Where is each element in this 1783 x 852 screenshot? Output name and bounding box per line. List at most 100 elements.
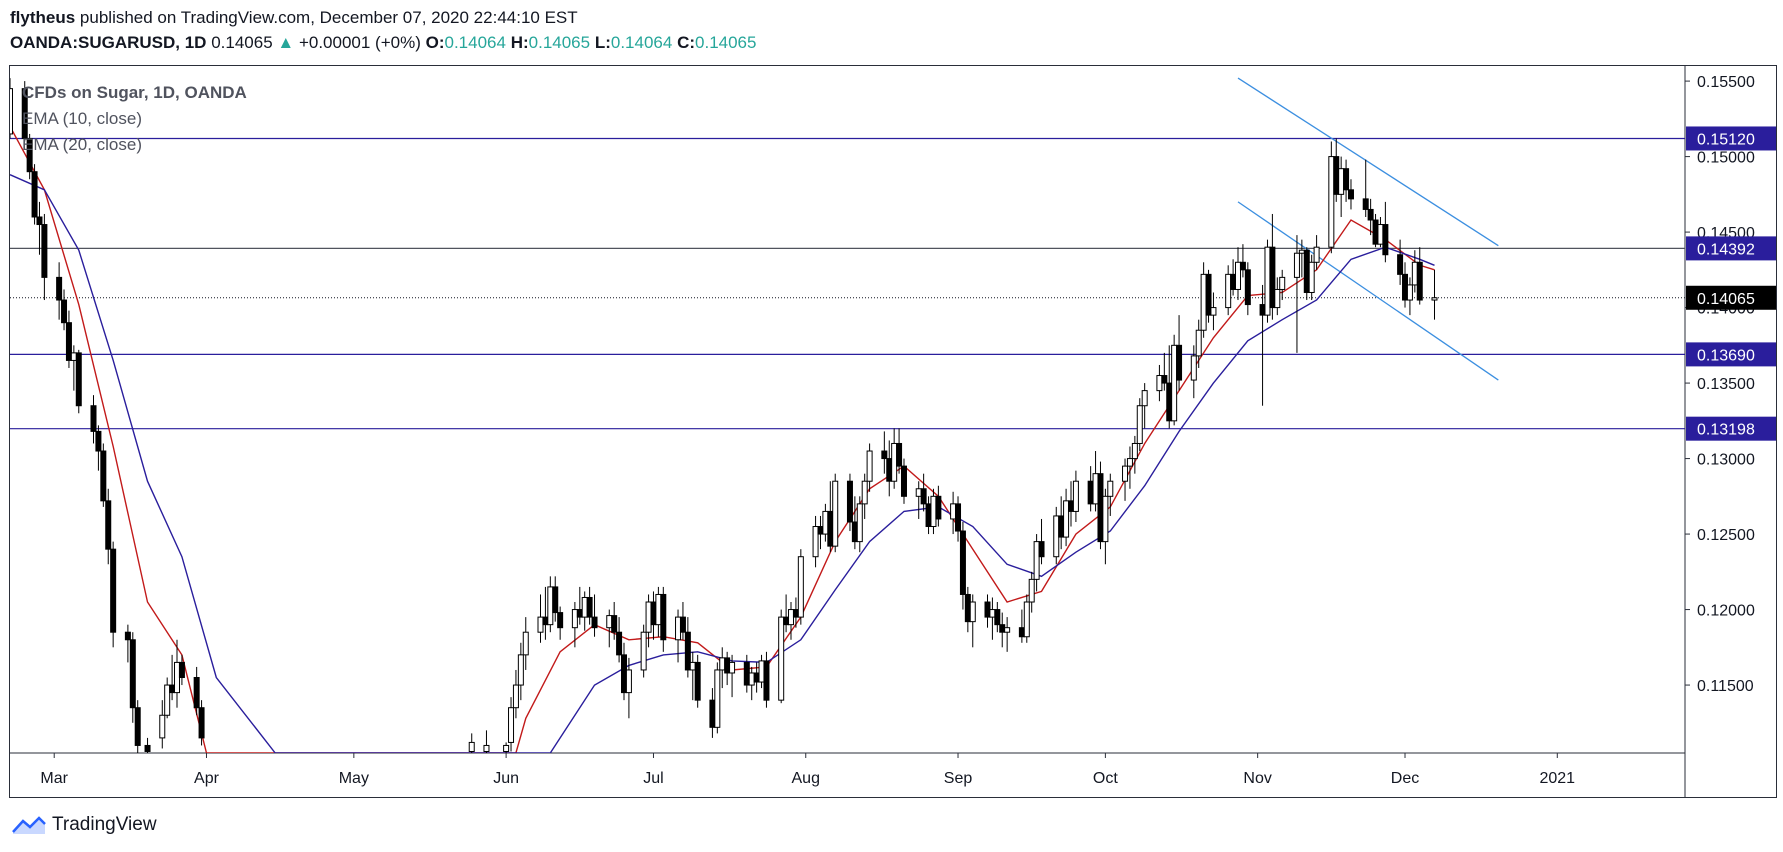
candle-body bbox=[174, 661, 181, 694]
candle bbox=[675, 609, 682, 663]
candle-body bbox=[1259, 304, 1266, 316]
candle-body bbox=[1367, 208, 1374, 221]
candle bbox=[812, 515, 819, 568]
candle-body bbox=[832, 480, 839, 547]
candle-body bbox=[1087, 480, 1094, 505]
candle bbox=[581, 591, 588, 631]
candle-body bbox=[645, 601, 652, 633]
candle bbox=[110, 541, 117, 648]
candle bbox=[56, 262, 63, 320]
candle-body bbox=[660, 593, 667, 641]
candle-body bbox=[851, 521, 858, 543]
candle bbox=[1072, 470, 1079, 522]
candle bbox=[1293, 235, 1300, 353]
candle bbox=[994, 602, 1001, 633]
candle-body bbox=[1156, 375, 1163, 392]
candle-body bbox=[743, 661, 750, 686]
candle-body bbox=[1161, 375, 1168, 384]
open-value: 0.14064 bbox=[444, 33, 506, 52]
candle-body bbox=[616, 631, 623, 656]
candle-body bbox=[655, 593, 662, 626]
candle-body bbox=[36, 216, 43, 226]
candle bbox=[1406, 277, 1413, 316]
candle-body bbox=[537, 616, 544, 633]
candle-body bbox=[896, 442, 903, 467]
published-text: published on TradingView.com, December 0… bbox=[79, 8, 578, 27]
candle-body bbox=[827, 510, 834, 547]
candle-body bbox=[915, 488, 922, 497]
candle-body bbox=[31, 171, 38, 218]
candle-body bbox=[503, 744, 510, 752]
candle-body bbox=[675, 616, 682, 641]
candle-body bbox=[984, 601, 991, 618]
candle bbox=[660, 586, 667, 652]
candle-body bbox=[581, 596, 588, 618]
candle bbox=[611, 602, 618, 640]
candle-body bbox=[621, 654, 628, 694]
candle bbox=[557, 606, 564, 640]
candle bbox=[743, 654, 750, 693]
candle-body bbox=[1122, 465, 1129, 482]
candle-body bbox=[571, 609, 578, 629]
channel-trendline bbox=[1237, 77, 1499, 247]
tradingview-brand[interactable]: TradingView bbox=[12, 814, 157, 836]
candle bbox=[129, 632, 136, 723]
candle bbox=[729, 654, 736, 698]
open-label: O: bbox=[425, 33, 445, 52]
high-value: 0.14065 bbox=[528, 33, 591, 52]
candle-body bbox=[1416, 261, 1423, 301]
candle bbox=[616, 617, 623, 663]
candle-body bbox=[1313, 246, 1320, 263]
chart-frame[interactable] bbox=[9, 65, 1777, 798]
candle bbox=[1161, 352, 1168, 391]
chart-legend: CFDs on Sugar, 1D, OANDA EMA (10, close)… bbox=[22, 80, 247, 158]
candle-body bbox=[729, 661, 736, 674]
candle-body bbox=[935, 495, 942, 520]
candle bbox=[483, 730, 490, 753]
candle-body bbox=[21, 88, 28, 139]
candle-body bbox=[955, 503, 962, 532]
candle bbox=[1347, 179, 1354, 210]
candle bbox=[606, 609, 613, 648]
candle-body bbox=[1190, 355, 1197, 381]
candle bbox=[1298, 239, 1305, 278]
time-tick-label: 2021 bbox=[1539, 770, 1575, 787]
time-tick-label: May bbox=[339, 770, 369, 787]
candle-body bbox=[758, 660, 765, 683]
time-tick-label: Sep bbox=[944, 770, 973, 787]
candle bbox=[1058, 496, 1065, 550]
candle-body bbox=[611, 615, 618, 633]
candle-body bbox=[178, 661, 185, 679]
candle-body bbox=[1382, 224, 1389, 256]
candle-body bbox=[468, 741, 475, 752]
candle bbox=[586, 586, 593, 625]
low-label: L: bbox=[594, 33, 611, 52]
candle-body bbox=[1023, 601, 1030, 638]
candle bbox=[193, 666, 200, 716]
candle-body bbox=[817, 526, 824, 535]
candle bbox=[517, 642, 524, 701]
candle bbox=[783, 594, 790, 633]
candle-body bbox=[753, 672, 760, 683]
time-tick-label: Apr bbox=[194, 770, 220, 787]
price-level-tag-text: 0.13690 bbox=[1697, 347, 1755, 364]
candle-body bbox=[886, 458, 893, 482]
candle bbox=[900, 458, 907, 504]
candle bbox=[1308, 254, 1315, 301]
candle bbox=[1328, 141, 1335, 254]
candle-body bbox=[1072, 480, 1079, 512]
candle bbox=[1343, 159, 1350, 202]
candle-body bbox=[684, 631, 691, 671]
candle bbox=[679, 602, 686, 640]
candle-body bbox=[193, 677, 200, 709]
candle bbox=[1431, 269, 1438, 320]
candle bbox=[827, 481, 834, 553]
candle-body bbox=[783, 616, 790, 626]
candle-body bbox=[1298, 249, 1305, 254]
candle-body bbox=[1126, 458, 1133, 467]
candle bbox=[625, 657, 632, 719]
candle bbox=[1313, 235, 1320, 270]
price-level-tag bbox=[1686, 342, 1776, 367]
candle-body bbox=[1230, 273, 1237, 290]
